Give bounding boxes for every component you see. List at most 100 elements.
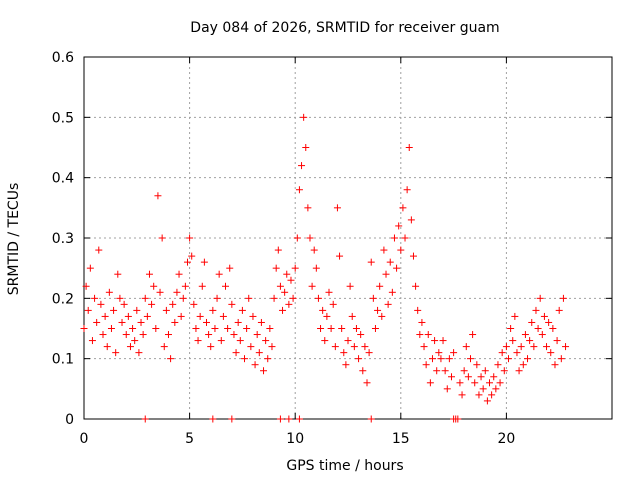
data-point [393,264,401,272]
data-point [295,415,303,423]
chart-title: Day 084 of 2026, SRMTID for receiver gua… [190,20,499,36]
data-point [167,355,175,363]
data-point [405,144,413,151]
data-point [344,337,352,345]
data-point [293,234,301,242]
data-point [395,222,403,230]
data-point [321,337,329,345]
x-tick-label: 15 [392,431,410,447]
data-point [502,343,510,351]
data-point [105,288,113,296]
data-point [374,306,382,314]
data-point [532,306,540,314]
data-point [116,294,124,302]
data-point [409,252,417,260]
data-point [399,204,407,212]
data-point [507,325,515,332]
data-point [551,361,559,369]
data-point [407,216,415,224]
data-point [331,343,339,351]
data-point [361,343,369,351]
data-point [460,367,468,375]
data-point [363,379,371,387]
data-point [450,349,458,357]
data-point [241,355,249,363]
data-point [276,282,284,290]
data-point [333,204,341,212]
data-point [270,294,278,302]
data-point [336,252,344,260]
data-point [403,186,411,194]
data-point [367,258,375,266]
data-point [300,113,308,121]
data-point [346,282,354,290]
data-point [488,391,496,399]
data-point [103,343,111,351]
data-point [198,282,206,290]
data-point [281,288,289,296]
data-point [513,349,521,357]
data-point [245,294,253,302]
data-point [416,331,424,339]
data-point [215,270,223,278]
data-point [120,300,128,308]
data-point [175,270,183,278]
data-point [255,349,263,357]
data-point [133,306,141,314]
data-point [388,288,396,296]
data-point [152,325,160,332]
data-point [183,258,191,266]
plot-frame [83,56,613,420]
data-point [458,391,466,399]
data-point [439,337,447,345]
data-point [386,258,394,266]
data-point [88,337,96,345]
data-point [443,385,451,393]
data-point [162,306,170,314]
data-point [479,385,487,393]
data-point [534,325,542,332]
data-point [287,276,295,284]
data-point [135,349,143,357]
data-point [302,144,310,151]
data-point [306,234,314,242]
data-point [279,306,287,314]
data-point [171,318,179,326]
data-point [498,349,506,357]
data-point [378,312,386,320]
data-point [129,325,137,332]
data-point [169,300,177,308]
y-tick-label: 0.6 [52,50,74,66]
data-point [464,373,472,381]
x-tick-label: 5 [185,431,194,447]
data-point [236,337,244,345]
data-point [194,337,202,345]
data-point [158,234,166,242]
axes: 0 0.1 0.2 0.3 0.4 0.5 0.6 0 5 10 15 20 [52,50,613,447]
data-point [418,318,426,326]
data-point [519,361,527,369]
data-point [466,355,474,363]
data-point [477,373,485,381]
data-point [317,325,325,332]
data-point [517,343,525,351]
data-point [481,367,489,375]
data-point [247,343,255,351]
data-point [323,312,331,320]
data-point [456,379,464,387]
data-point [357,331,365,339]
data-point [126,343,134,351]
data-point [230,331,238,339]
data-point [505,355,513,363]
data-point [274,246,282,254]
data-point [143,312,151,320]
data-point [243,325,251,332]
data-point [173,288,181,296]
data-point [422,361,430,369]
y-tick-label: 0.2 [52,291,74,307]
data-point [450,415,458,423]
data-point [238,306,246,314]
data-point [473,361,481,369]
